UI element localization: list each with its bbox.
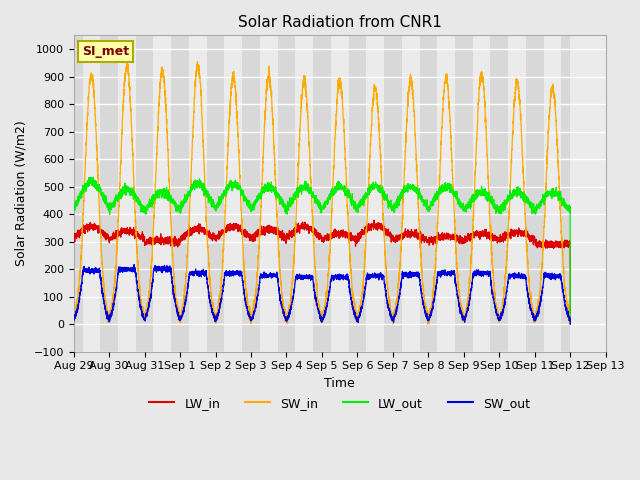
Bar	[260, 36, 278, 351]
Bar	[331, 36, 349, 351]
Legend: LW_in, SW_in, LW_out, SW_out: LW_in, SW_in, LW_out, SW_out	[145, 392, 535, 415]
Bar	[216, 36, 225, 351]
Bar	[526, 36, 535, 351]
Bar	[349, 36, 357, 351]
Bar	[136, 36, 145, 351]
Bar	[384, 36, 393, 351]
Bar	[225, 36, 242, 351]
Bar	[278, 36, 287, 351]
Bar	[419, 36, 428, 351]
Bar	[145, 36, 154, 351]
Bar	[543, 36, 561, 351]
Bar	[535, 36, 543, 351]
Bar	[83, 36, 100, 351]
Bar	[100, 36, 109, 351]
Bar	[242, 36, 251, 351]
Bar	[180, 36, 189, 351]
Title: Solar Radiation from CNR1: Solar Radiation from CNR1	[238, 15, 442, 30]
Bar	[561, 36, 570, 351]
Bar	[154, 36, 172, 351]
Y-axis label: Solar Radiation (W/m2): Solar Radiation (W/m2)	[15, 120, 28, 266]
Bar	[207, 36, 216, 351]
Bar	[287, 36, 295, 351]
Bar	[437, 36, 455, 351]
Bar	[251, 36, 260, 351]
Bar	[464, 36, 473, 351]
Bar	[172, 36, 180, 351]
Bar	[393, 36, 402, 351]
X-axis label: Time: Time	[324, 377, 355, 390]
Bar	[357, 36, 366, 351]
Bar	[508, 36, 526, 351]
Text: SI_met: SI_met	[82, 45, 129, 58]
Bar	[366, 36, 384, 351]
Bar	[295, 36, 313, 351]
Bar	[118, 36, 136, 351]
Bar	[313, 36, 322, 351]
Bar	[109, 36, 118, 351]
Bar	[402, 36, 419, 351]
Bar	[428, 36, 437, 351]
Bar	[499, 36, 508, 351]
Bar	[473, 36, 490, 351]
Bar	[74, 36, 83, 351]
Bar	[189, 36, 207, 351]
Bar	[322, 36, 331, 351]
Bar	[490, 36, 499, 351]
Bar	[455, 36, 464, 351]
